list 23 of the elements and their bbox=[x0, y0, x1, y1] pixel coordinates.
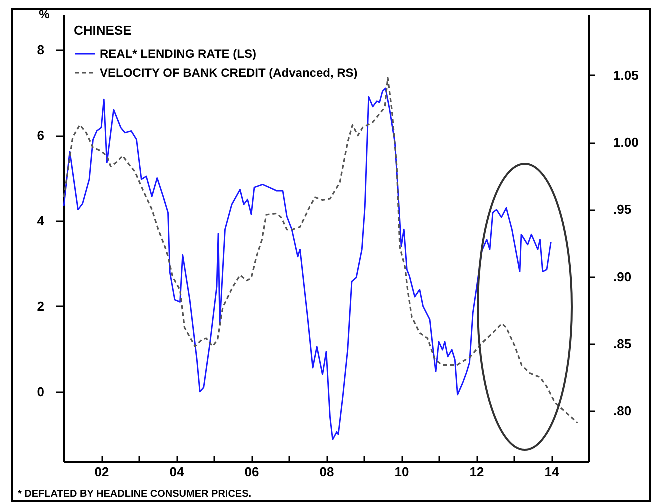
x-tick-label: 10 bbox=[394, 464, 410, 480]
y2-tick-label: .90 bbox=[614, 269, 632, 284]
x-tick-label: 06 bbox=[244, 464, 260, 480]
y2-tick-label: 1.00 bbox=[614, 135, 639, 150]
legend-label: VELOCITY OF BANK CREDIT (Advanced, RS) bbox=[100, 66, 358, 80]
legend-title: CHINESE bbox=[74, 23, 132, 38]
x-tick-label: 12 bbox=[470, 464, 484, 480]
y-tick-label: 8 bbox=[37, 42, 44, 58]
y-tick-label: 6 bbox=[37, 128, 44, 144]
y-axis-title: % bbox=[39, 8, 50, 22]
legend-label: REAL* LENDING RATE (LS) bbox=[100, 47, 256, 61]
x-tick-label: 02 bbox=[94, 464, 110, 480]
x-tick-label: 04 bbox=[170, 464, 185, 480]
y2-tick-label: .80 bbox=[614, 403, 632, 418]
x-tick-label: 14 bbox=[544, 464, 560, 480]
y-tick-label: 2 bbox=[37, 298, 44, 314]
y-tick-label: 0 bbox=[37, 384, 44, 400]
text: * DEFLATED BY HEADLINE CONSUMER PRICES. bbox=[18, 489, 252, 500]
y-tick-label: 4 bbox=[37, 213, 46, 228]
x-tick-label: 08 bbox=[320, 464, 334, 480]
y2-tick-label: .95 bbox=[614, 202, 632, 218]
y2-tick-label: 1.05 bbox=[614, 68, 639, 83]
y2-tick-label: .85 bbox=[614, 336, 632, 352]
